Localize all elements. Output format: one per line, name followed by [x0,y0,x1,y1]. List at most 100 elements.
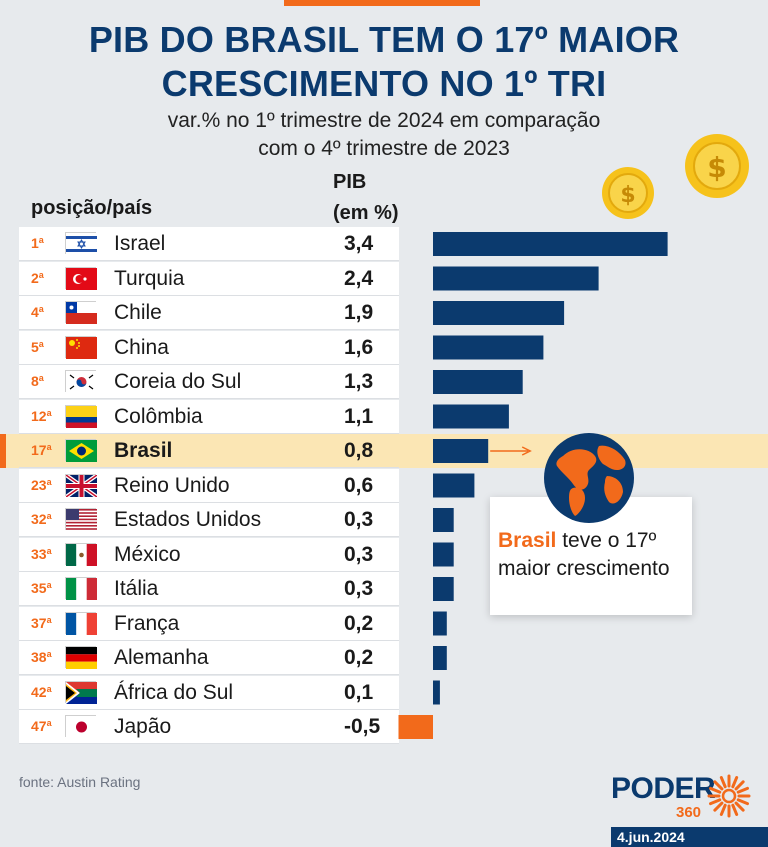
bar-china [433,335,544,360]
table-row: 12a Colômbia 1,1 [19,399,399,434]
bar-itália [433,577,454,601]
table-row: 32a Estados Unidos 0,3 [19,503,399,537]
bar-reino-unido [433,473,475,498]
title-line-2: CRESCIMENTO NO 1º TRI [161,63,607,104]
coin-icon: $ [685,134,749,198]
top-accent-bar [284,0,480,6]
value-label: 1,9 [344,301,374,324]
annotation-emphasis: Brasil [498,529,557,552]
annotation-text: Brasil teve o 17º maior crescimento [498,527,670,583]
logo-word: PODER [611,772,716,805]
country-name: Chile [114,301,162,324]
rank-label: 23a [31,476,52,493]
table-row: 5a China 1,6 [19,330,399,365]
coin-icon: $ [602,167,654,219]
value-label: 0,8 [344,439,374,462]
table-row: 47a Japão -0,5 [19,710,399,744]
svg-text:$: $ [707,151,726,184]
table-row: 38a Alemanha 0,2 [19,641,399,675]
value-label: 1,1 [344,404,374,428]
france-flag-icon [65,611,97,635]
header-value-line-2: (em %) [333,202,399,224]
country-name: França [114,611,180,635]
highlight-marker [0,434,6,468]
globe-icon [544,433,634,523]
chile-flag-icon [65,301,97,324]
subtitle-line-2: com o 4º trimestre de 2023 [258,137,510,160]
country-name: China [114,335,169,359]
source-note: fonte: Austin Rating [19,774,141,790]
country-name: México [114,542,181,566]
colombia-flag-icon [65,404,97,428]
country-name: África do Sul [114,680,234,704]
rank-label: 32a [31,511,52,527]
table-row: 1a Israel 3,4 [19,227,399,261]
value-label: 0,2 [344,646,374,669]
rank-label: 42a [31,683,52,700]
bar-estados-unidos [433,508,454,532]
table-row: 17a Brasil 0,8 [19,434,399,468]
table-row: 2a Turquia 2,4 [19,261,399,296]
rank-label: 37a [31,614,52,631]
south-africa-flag-icon [65,680,97,704]
rank-label: 5a [31,338,44,355]
value-label: 0,2 [344,611,374,635]
rank-label: 2a [31,269,44,286]
value-label: 3,4 [344,232,374,255]
value-label: -0,5 [344,715,381,738]
rank-label: 17a [31,442,52,458]
bar-chile [433,301,565,325]
bar-japão [398,715,433,739]
rank-label: 4a [31,304,44,320]
publication-date: 4.jun.2024 [611,827,768,847]
rank-label: 38a [31,649,52,665]
country-name: Itália [114,577,159,600]
bar-áfrica-do-sul [433,680,440,705]
uk-flag-icon [65,473,97,497]
country-name: Brasil [114,439,173,462]
country-name: Coreia do Sul [114,370,242,393]
rank-label: 8a [31,373,44,389]
bar-méxico [433,542,454,567]
country-name: Alemanha [114,646,209,669]
italy-flag-icon [65,577,97,600]
header-value-line-1: PIB [333,171,367,193]
table-row: 4a Chile 1,9 [19,296,399,330]
israel-flag-icon [65,232,97,255]
country-name: Israel [114,232,166,255]
chart-title: PIB DO BRASIL TEM O 17º MAIOR CRESCIMENT… [0,18,768,106]
rank-label: 33a [31,545,52,562]
country-name: Turquia [114,266,185,290]
svg-text:$: $ [620,183,635,208]
country-name: Estados Unidos [114,508,262,531]
table-row: 23a Reino Unido 0,6 [19,468,399,503]
bar-coreia-do-sul [433,370,523,394]
table-row: 42a África do Sul 0,1 [19,675,399,710]
bar-frança [433,611,447,636]
table-row: 37a França 0,2 [19,606,399,641]
sunburst-icon [707,774,751,818]
south-korea-flag-icon [65,370,97,393]
value-label: 1,6 [344,335,374,359]
value-label: 0,1 [344,680,374,704]
value-label: 0,6 [344,473,374,497]
value-label: 2,4 [344,266,374,290]
annotation-line-1: teve o 17º [556,529,657,552]
country-name: Reino Unido [114,473,230,497]
table-row: 33a México 0,3 [19,537,399,572]
rank-label: 1a [31,235,44,251]
table-row: 8a Coreia do Sul 1,3 [19,365,399,399]
value-label: 0,3 [344,577,374,600]
value-label: 0,3 [344,542,374,566]
bar-colômbia [433,404,509,429]
usa-flag-icon [65,508,97,531]
table-row: 35a Itália 0,3 [19,572,399,606]
value-label: 0,3 [344,508,374,531]
turkey-flag-icon [65,266,97,290]
rank-label: 47a [31,718,52,734]
bar-turquia [433,266,599,291]
header-value: PIB (em %) [333,167,399,229]
title-line-1: PIB DO BRASIL TEM O 17º MAIOR [88,19,680,60]
bar-israel [433,232,668,256]
rank-label: 35a [31,580,52,596]
